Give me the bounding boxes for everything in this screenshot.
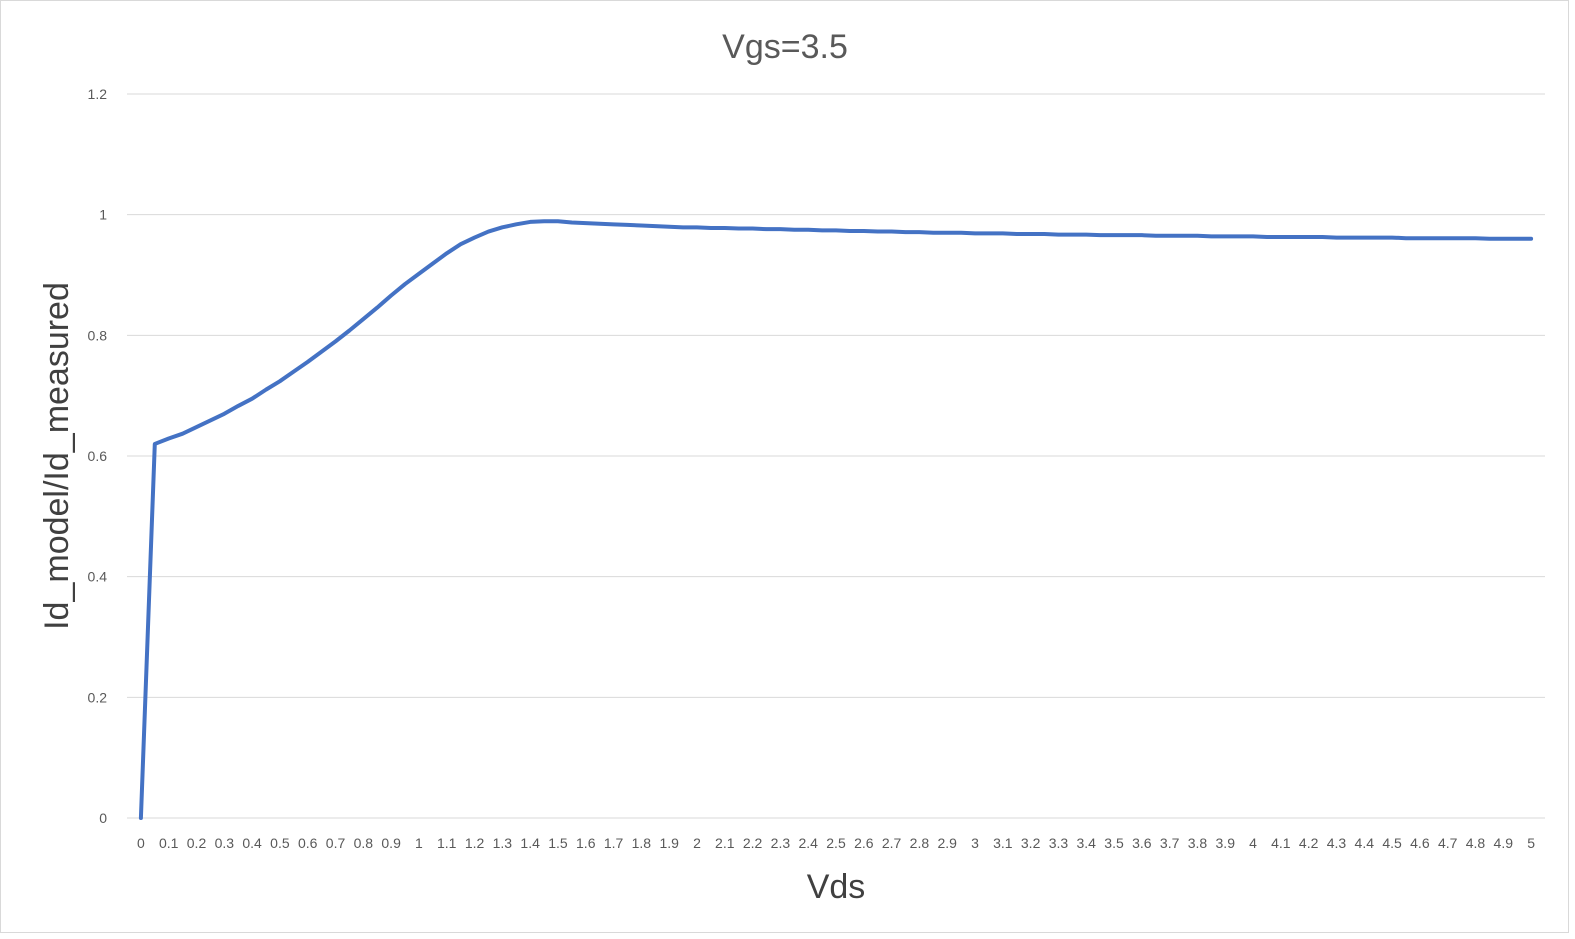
x-tick-label: 0 bbox=[137, 835, 145, 851]
x-tick-label: 0.5 bbox=[270, 835, 290, 851]
x-tick-label: 4.7 bbox=[1438, 835, 1458, 851]
x-tick-label: 1.8 bbox=[632, 835, 652, 851]
gridlines bbox=[127, 93, 1545, 698]
x-tick-label: 0.3 bbox=[215, 835, 235, 851]
x-tick-label: 2.6 bbox=[854, 835, 874, 851]
x-tick-label: 2.7 bbox=[882, 835, 902, 851]
y-tick-label: 0.4 bbox=[88, 569, 108, 585]
x-axis-title: Vds bbox=[807, 868, 866, 906]
x-tick-label: 4.5 bbox=[1382, 835, 1402, 851]
x-tick-label: 0.7 bbox=[326, 835, 346, 851]
x-tick-label: 3.6 bbox=[1132, 835, 1152, 851]
x-tick-label: 2 bbox=[693, 835, 701, 851]
y-axis-ticks: 0 0.2 0.4 0.6 0.8 1 1.2 bbox=[88, 86, 108, 826]
x-tick-label: 1.6 bbox=[576, 835, 596, 851]
x-tick-label: 4 bbox=[1249, 835, 1257, 851]
x-tick-label: 0.2 bbox=[187, 835, 207, 851]
x-tick-label: 1.2 bbox=[465, 835, 485, 851]
y-tick-label: 1 bbox=[99, 207, 107, 223]
y-tick-label: 0.6 bbox=[88, 448, 108, 464]
x-tick-label: 4.4 bbox=[1355, 835, 1375, 851]
y-tick-label: 0.2 bbox=[88, 689, 108, 705]
x-tick-label: 0.9 bbox=[381, 835, 401, 851]
x-tick-label: 2.8 bbox=[910, 835, 930, 851]
x-tick-label: 4.2 bbox=[1299, 835, 1319, 851]
x-tick-label: 2.5 bbox=[826, 835, 846, 851]
x-tick-label: 4.1 bbox=[1271, 835, 1291, 851]
x-tick-label: 0.1 bbox=[159, 835, 179, 851]
x-tick-label: 5 bbox=[1527, 835, 1535, 851]
x-tick-label: 2.1 bbox=[715, 835, 735, 851]
y-axis-title: Id_model/Id_measured bbox=[38, 282, 76, 630]
series-line bbox=[138, 219, 1534, 820]
x-tick-label: 2.2 bbox=[743, 835, 763, 851]
x-tick-label: 2.4 bbox=[798, 835, 818, 851]
x-tick-label: 4.6 bbox=[1410, 835, 1430, 851]
y-tick-label: 0 bbox=[99, 810, 107, 826]
x-tick-label: 1.1 bbox=[437, 835, 457, 851]
x-tick-label: 3.1 bbox=[993, 835, 1013, 851]
x-axis-ticks: 0 0.1 0.2 0.3 0.4 0.5 0.6 0.7 0.8 0.9 1 1.1 1.2 1.3 1.… bbox=[137, 835, 1535, 851]
x-tick-label: 3.2 bbox=[1021, 835, 1041, 851]
x-tick-label: 0.8 bbox=[354, 835, 374, 851]
x-tick-label: 3.3 bbox=[1049, 835, 1069, 851]
x-tick-label: 1.4 bbox=[520, 835, 540, 851]
x-tick-label: 4.9 bbox=[1494, 835, 1514, 851]
x-tick-label: 3.5 bbox=[1104, 835, 1124, 851]
x-tick-label: 3.9 bbox=[1216, 835, 1236, 851]
x-tick-label: 2.3 bbox=[771, 835, 791, 851]
chart-title: Vgs=3.5 bbox=[722, 28, 848, 66]
x-tick-label: 1 bbox=[415, 835, 423, 851]
x-tick-label: 1.7 bbox=[604, 835, 624, 851]
x-tick-label: 3.4 bbox=[1077, 835, 1097, 851]
x-tick-label: 1.3 bbox=[493, 835, 513, 851]
x-tick-label: 4.8 bbox=[1466, 835, 1486, 851]
x-tick-label: 0.6 bbox=[298, 835, 318, 851]
x-tick-label: 1.9 bbox=[659, 835, 679, 851]
x-tick-label: 0.4 bbox=[242, 835, 262, 851]
x-tick-label: 1.5 bbox=[548, 835, 568, 851]
y-tick-label: 1.2 bbox=[88, 86, 108, 102]
x-tick-label: 3.8 bbox=[1188, 835, 1208, 851]
x-tick-label: 4.3 bbox=[1327, 835, 1347, 851]
x-tick-label: 3.7 bbox=[1160, 835, 1180, 851]
y-tick-label: 0.8 bbox=[88, 327, 108, 343]
x-tick-label: 3 bbox=[971, 835, 979, 851]
x-tick-label: 2.9 bbox=[937, 835, 957, 851]
